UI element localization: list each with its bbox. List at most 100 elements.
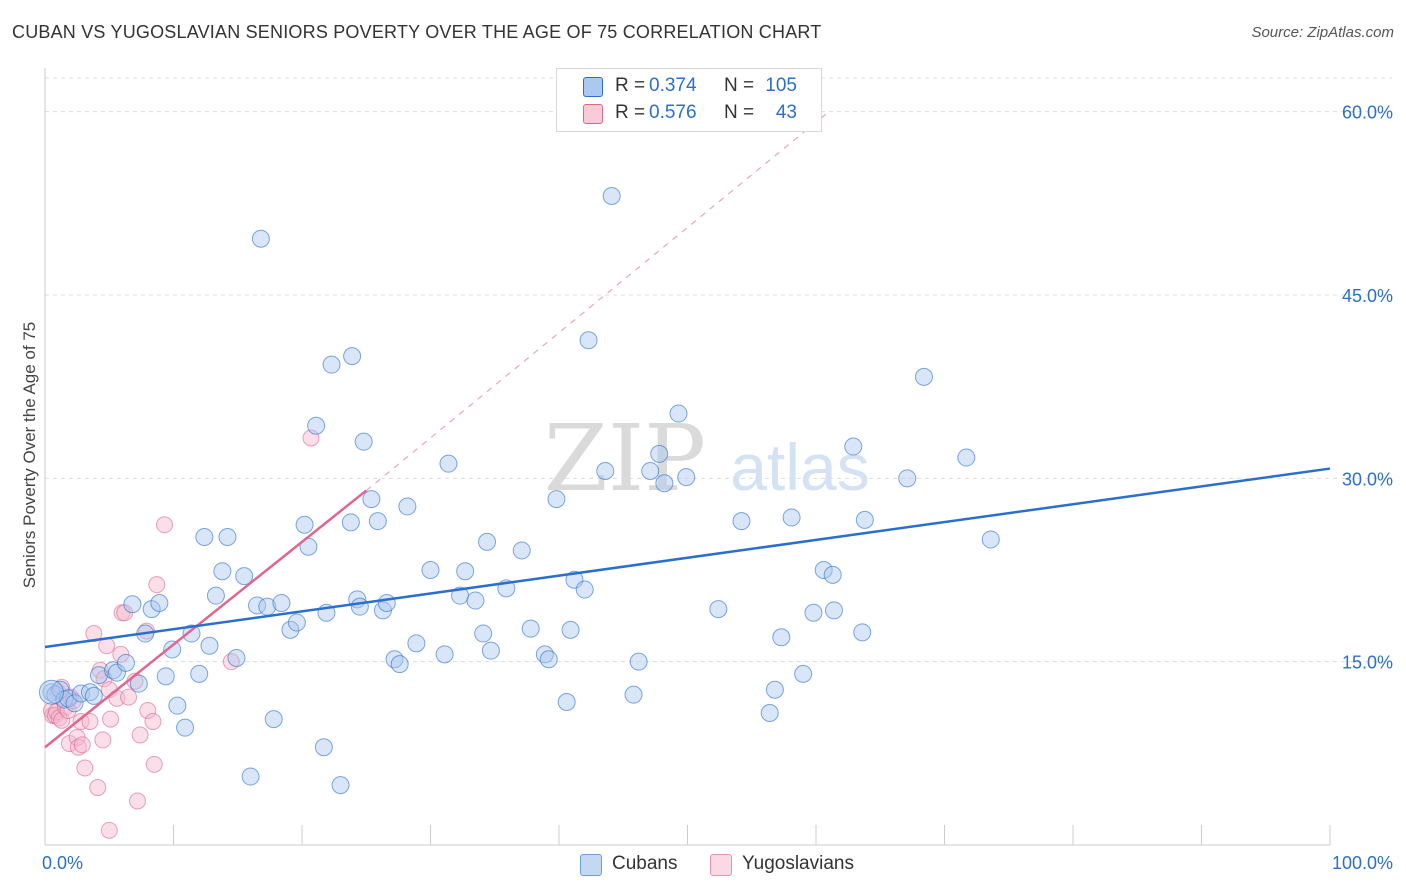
yugoslavians-trend-line (44, 489, 368, 749)
cubans-point (512, 541, 531, 560)
cubans-point (914, 367, 933, 386)
cubans-point (957, 448, 976, 467)
yugoslavians-swatch (583, 104, 603, 124)
cubans-point (629, 652, 648, 671)
cubans-point (65, 694, 84, 713)
yugoslavians-point (144, 713, 162, 731)
cubans-point (156, 667, 175, 686)
cubans-legend-swatch (580, 854, 602, 876)
cubans-point (804, 603, 823, 622)
cubans-point (474, 624, 493, 643)
cubans-point (709, 600, 728, 619)
yugoslavians-point (129, 792, 147, 810)
cubans-point (377, 594, 396, 612)
yugoslavians-point (112, 645, 130, 663)
cubans-point (350, 597, 369, 616)
cubans-point (241, 767, 260, 786)
yugoslavians-point (89, 779, 107, 797)
yugoslavians-point (102, 710, 120, 728)
legend-label-cubans: Cubans (612, 853, 678, 874)
cubans-point (116, 653, 135, 672)
cubans-point (782, 508, 801, 527)
r-label: R = (615, 102, 646, 123)
cubans-point (760, 704, 779, 722)
cubans-point (772, 628, 791, 647)
cubans-point (547, 490, 566, 509)
yugoslavians-point (85, 625, 103, 643)
cubans-point (407, 634, 426, 653)
cubans-point (368, 512, 387, 531)
yugoslavians-point (76, 759, 94, 777)
cubans-point (557, 693, 576, 711)
cubans-point (195, 528, 214, 546)
watermark-atlas: atlas (730, 430, 869, 504)
yugoslavians-point (59, 702, 77, 720)
cubans-point (281, 620, 300, 639)
cubans-point (200, 636, 219, 655)
tick-labels: 15.0% 30.0% 45.0% 60.0% 0.0% 100.0% (42, 103, 1393, 873)
cubans-point (466, 591, 485, 610)
cubans-point (182, 624, 201, 643)
cubans-point (362, 490, 381, 509)
yugoslavians-trend-extension (365, 111, 830, 492)
cubans-point (624, 685, 643, 704)
yugoslavians-point (72, 713, 90, 731)
cubans-point (227, 649, 246, 667)
cubans-point (898, 469, 917, 488)
cubans-point (561, 620, 580, 639)
yugoslavians-point (53, 711, 71, 729)
cubans-point (176, 718, 195, 737)
chart-title: CUBAN VS YUGOSLAVIAN SENIORS POVERTY OVE… (12, 22, 822, 42)
cubans-point (669, 404, 688, 423)
series-legend: Cubans Yugoslavians (0, 852, 1406, 878)
yugoslavians-points (42, 429, 320, 839)
cubans-point (322, 355, 341, 374)
cubans-point (272, 594, 291, 612)
cubans-point (84, 686, 103, 705)
yugoslavians-point (222, 653, 240, 671)
yugoslavians-point (156, 516, 174, 534)
watermark: ZIP atlas (544, 405, 870, 512)
cubans-point (343, 347, 362, 366)
cubans-point (575, 580, 594, 599)
cubans-point (89, 666, 108, 685)
cubans-point (439, 454, 458, 473)
cubans-point (844, 437, 863, 456)
yugoslavians-point (81, 713, 99, 731)
cubans-point (213, 562, 232, 581)
yugoslavians-point (148, 576, 166, 594)
yugoslavians-point (100, 821, 118, 839)
cubans-point (478, 532, 497, 551)
cubans-point (331, 776, 350, 795)
n-value: 43 (775, 102, 797, 123)
yugoslavians-point (139, 702, 157, 720)
cubans-point (823, 565, 842, 584)
cubans-point (129, 674, 148, 693)
cubans-point (824, 601, 843, 620)
cubans-point (481, 641, 500, 660)
yugoslavians-legend-swatch (710, 854, 732, 876)
x-tick-label: 100.0% (1332, 853, 1393, 873)
cubans-point (650, 444, 669, 463)
cubans-point (456, 562, 475, 581)
yugoslavians-point (50, 709, 68, 727)
cubans-point (655, 474, 674, 493)
n-label: N = (724, 102, 755, 123)
y-tick-label: 45.0% (1342, 286, 1393, 306)
cubans-point (814, 561, 833, 579)
cubans-point (855, 510, 874, 529)
legend-label-yugoslavians: Yugoslavians (742, 853, 854, 874)
cubans-point (251, 229, 270, 248)
cubans-point (235, 567, 254, 586)
cubans-points (38, 187, 1000, 795)
cubans-point (521, 619, 540, 638)
cubans-point (163, 640, 182, 659)
yugoslavians-point (145, 755, 163, 773)
yugoslavians-point (131, 726, 149, 744)
cubans-point (579, 331, 598, 350)
cubans-point (307, 416, 326, 435)
cubans-point (853, 623, 872, 642)
cubans-point (677, 468, 696, 487)
stats-row-yugoslavians: R = 0.576 N = 43 (557, 100, 821, 128)
